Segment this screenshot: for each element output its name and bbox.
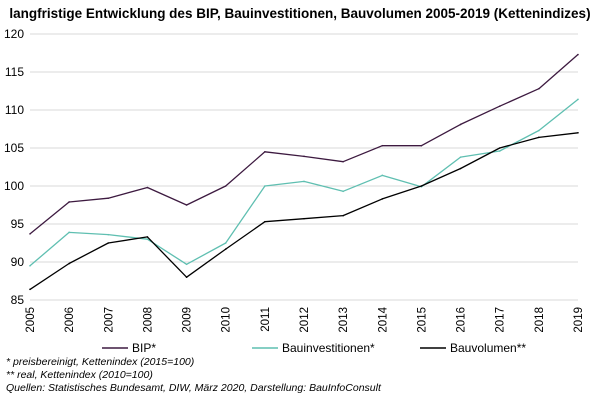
data-point: [342, 214, 344, 217]
data-point: [29, 233, 31, 235]
data-point: [577, 132, 579, 134]
data-point: [420, 144, 423, 147]
data-point: [185, 263, 188, 266]
y-tick-label: 100: [4, 179, 24, 193]
data-point: [185, 276, 188, 279]
x-tick-label: 2005: [25, 307, 37, 333]
x-tick-label: 2006: [64, 307, 76, 333]
x-tick-label: 2011: [260, 307, 272, 332]
data-point: [538, 129, 540, 132]
series-line-1: [29, 98, 579, 267]
data-point: [224, 185, 227, 187]
y-tick-label: 105: [4, 141, 24, 155]
data-point: [146, 238, 149, 240]
series-lines: [29, 53, 579, 291]
x-tick-label: 2016: [456, 307, 468, 333]
y-tick-label: 95: [11, 217, 25, 231]
y-tick-label: 90: [11, 255, 25, 269]
grid: [30, 33, 578, 301]
data-point: [224, 248, 227, 250]
data-point: [303, 180, 305, 183]
data-point: [498, 147, 501, 149]
data-point: [342, 190, 344, 193]
x-tick-label: 2015: [416, 307, 428, 333]
data-point: [381, 144, 384, 147]
x-tick-label: 2019: [573, 307, 585, 333]
data-point: [107, 242, 110, 244]
footnote-1: * preisbereinigt, Kettenindex (2015=100): [6, 356, 195, 368]
data-point: [342, 160, 344, 163]
x-tick-label: 2010: [221, 307, 233, 333]
data-point: [264, 220, 266, 223]
y-tick-label: 85: [11, 293, 25, 307]
chart-title: langfristige Entwicklung des BIP, Bauinv…: [9, 6, 590, 21]
data-point: [146, 236, 149, 238]
x-tick-label: 2017: [495, 307, 507, 333]
data-point: [29, 265, 31, 267]
x-tick-label: 2009: [182, 307, 194, 333]
series-line-0: [29, 54, 579, 235]
data-point: [303, 155, 305, 158]
data-point: [381, 174, 384, 177]
data-point: [459, 123, 462, 126]
x-axis-ticks: 2005 2006 2007 2008 2009 2010 2011 2012 2013 2014…: [25, 306, 585, 332]
x-tick-label: 2014: [377, 306, 389, 332]
y-tick-label: 120: [4, 27, 24, 41]
legend-label-0: BIP*: [132, 341, 156, 355]
data-point: [107, 197, 110, 199]
data-point: [185, 204, 188, 206]
x-tick-label: 2012: [299, 307, 311, 333]
x-tick-label: 2013: [338, 307, 350, 333]
legend-label-1: Bauinvestitionen*: [282, 341, 375, 355]
data-point: [538, 87, 540, 90]
data-point: [577, 53, 579, 56]
y-axis-ticks: 85 90 95 100 105 110 115 120: [4, 27, 24, 307]
data-point: [264, 151, 266, 153]
x-tick-label: 2007: [103, 307, 115, 333]
y-tick-label: 115: [5, 65, 24, 79]
data-point: [420, 185, 423, 187]
data-point: [538, 136, 540, 139]
data-point: [498, 150, 501, 152]
data-point: [264, 185, 266, 187]
source-note: Quellen: Statistisches Bundesamt, DIW, M…: [6, 382, 381, 394]
data-point: [68, 201, 70, 203]
footnote-2: ** real, Kettenindex (2010=100): [6, 369, 153, 381]
data-point: [498, 105, 501, 107]
data-point: [107, 233, 110, 236]
legend: BIP* Bauinvestitionen* Bauvolumen**: [102, 341, 526, 355]
data-point: [459, 167, 462, 170]
y-tick-label: 110: [5, 103, 24, 117]
data-point: [303, 217, 305, 220]
x-tick-label: 2018: [534, 307, 546, 333]
data-point: [29, 288, 31, 291]
data-point: [68, 231, 70, 234]
data-point: [459, 156, 462, 158]
data-point: [224, 242, 227, 244]
data-point: [146, 186, 149, 189]
legend-label-2: Bauvolumen**: [450, 341, 526, 355]
data-point: [68, 262, 70, 265]
x-tick-label: 2008: [142, 307, 154, 333]
data-point: [577, 98, 579, 101]
data-point: [381, 198, 384, 200]
